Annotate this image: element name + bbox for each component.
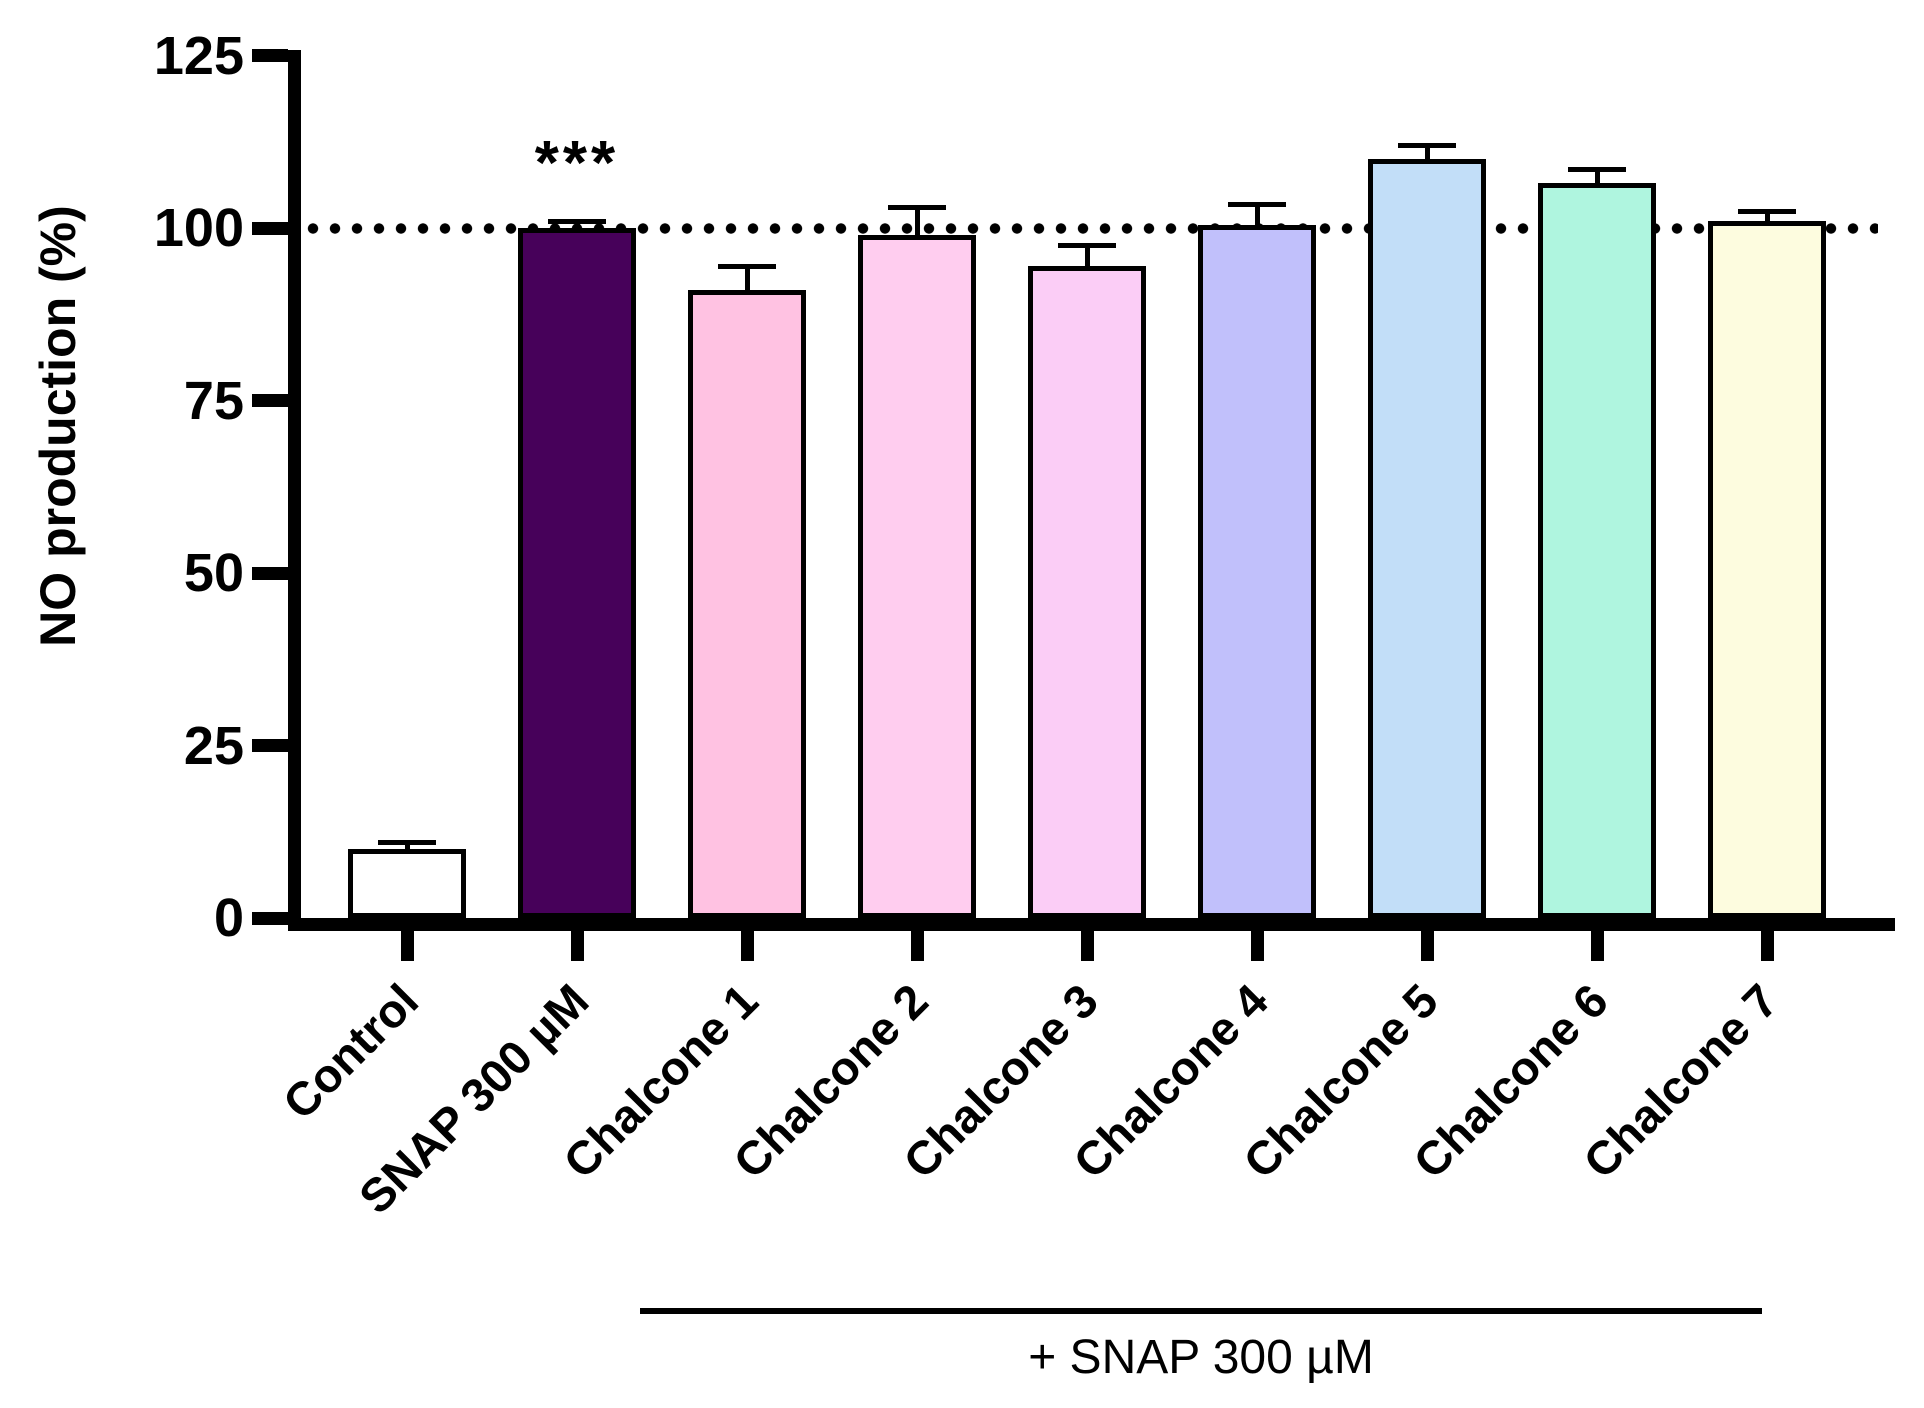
x-tick xyxy=(1761,931,1774,961)
error-bar-cap xyxy=(1568,167,1626,172)
error-bar-line xyxy=(1425,145,1430,163)
x-axis-spine xyxy=(288,918,1895,931)
significance-label: *** xyxy=(534,129,620,198)
y-axis-spine xyxy=(288,50,301,931)
bar-chalcone-1 xyxy=(688,290,806,918)
y-tick xyxy=(252,739,288,752)
bar-snap-300-m xyxy=(518,228,636,918)
y-tick xyxy=(252,912,288,925)
group-underline xyxy=(640,1308,1762,1314)
x-tick xyxy=(1421,931,1434,961)
bar-chalcone-4 xyxy=(1198,225,1316,918)
error-bar-line xyxy=(1085,245,1090,270)
x-tick-label-control: Control xyxy=(272,973,429,1130)
error-bar-cap xyxy=(1058,243,1116,248)
x-tick xyxy=(741,931,754,961)
error-bar-line xyxy=(405,842,410,853)
y-tick-label: 25 xyxy=(183,716,244,776)
error-bar-line xyxy=(1595,169,1600,187)
error-bar-line xyxy=(1765,211,1770,225)
x-tick xyxy=(911,931,924,961)
x-tick xyxy=(1081,931,1094,961)
error-bar-cap xyxy=(378,840,436,845)
error-bar-cap xyxy=(718,264,776,269)
y-tick xyxy=(252,222,288,235)
y-tick xyxy=(252,394,288,407)
y-tick-label: 50 xyxy=(183,543,244,603)
y-tick xyxy=(252,567,288,580)
y-tick-label: 100 xyxy=(153,198,244,258)
error-bar-line xyxy=(575,221,580,232)
reference-dotted-line xyxy=(302,223,1878,234)
error-bar-line xyxy=(745,266,750,294)
y-tick-label: 0 xyxy=(213,888,244,948)
error-bar-line xyxy=(1255,204,1260,229)
bar-chalcone-7 xyxy=(1708,221,1826,918)
bar-control xyxy=(348,849,466,918)
y-tick-label: 75 xyxy=(183,371,244,431)
error-bar-cap xyxy=(1228,202,1286,207)
x-tick xyxy=(401,931,414,961)
bar-chalcone-3 xyxy=(1028,266,1146,918)
bar-chalcone-6 xyxy=(1538,183,1656,918)
x-tick xyxy=(571,931,584,961)
y-tick-label: 125 xyxy=(153,26,244,86)
error-bar-cap xyxy=(1398,143,1456,148)
x-tick xyxy=(1591,931,1604,961)
group-annotation-label: + SNAP 300 µM xyxy=(1028,1331,1374,1384)
error-bar-cap xyxy=(888,205,946,210)
x-tick xyxy=(1251,931,1264,961)
bar-chalcone-5 xyxy=(1368,159,1486,918)
y-tick xyxy=(252,49,288,62)
error-bar-line xyxy=(915,207,920,239)
error-bar-cap xyxy=(1738,209,1796,214)
bar-chalcone-2 xyxy=(858,235,976,918)
error-bar-cap xyxy=(548,219,606,224)
